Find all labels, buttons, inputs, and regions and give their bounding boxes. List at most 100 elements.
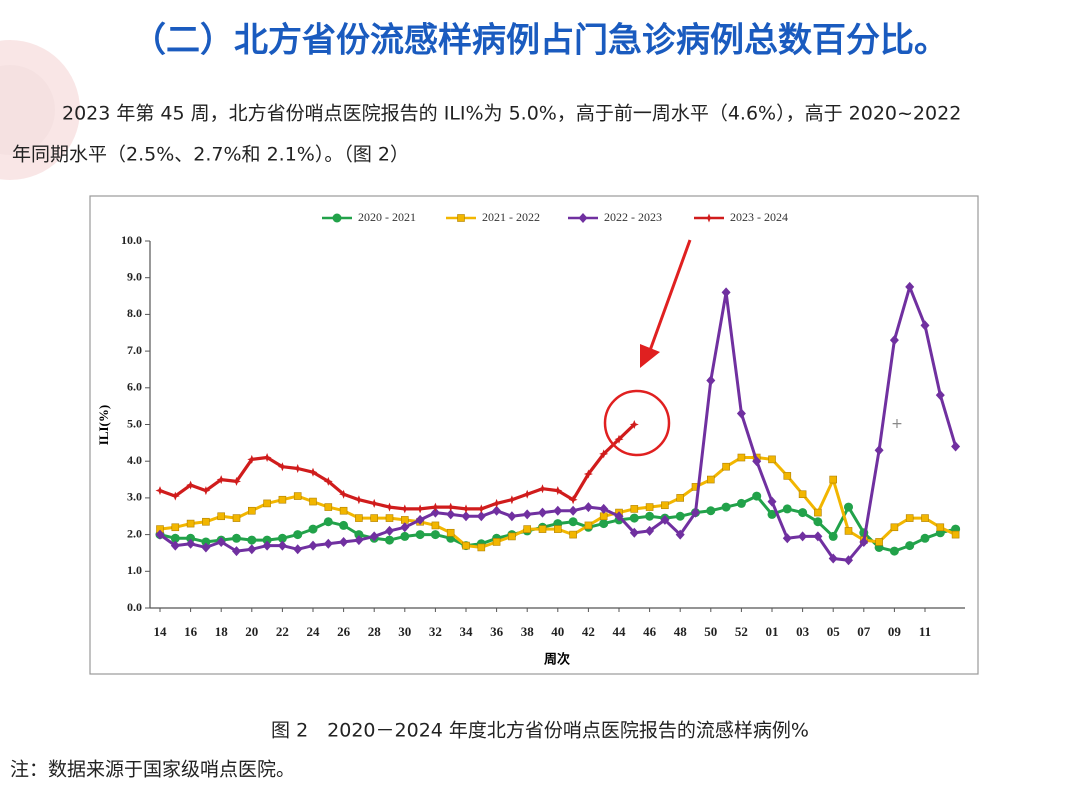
heading: （二）北方省份流感样病例占门急诊病例总数百分比。 [132, 21, 948, 61]
point [782, 504, 792, 514]
x-tick-label: 20 [245, 624, 258, 639]
legend-label: 2021 - 2022 [482, 210, 540, 224]
y-tick-label: 3.0 [127, 490, 142, 504]
point [263, 499, 271, 508]
point [217, 512, 225, 521]
legend-marker [578, 213, 588, 223]
point [859, 536, 869, 547]
point [874, 445, 884, 456]
point [216, 536, 226, 547]
point [507, 511, 517, 522]
point [461, 511, 471, 522]
x-tick-label: 36 [490, 624, 504, 639]
point [415, 530, 425, 540]
y-tick-label: 0.0 [127, 600, 142, 614]
svg-text:+: + [891, 416, 903, 432]
point [323, 538, 333, 549]
point [829, 475, 838, 484]
point [538, 484, 547, 494]
caption: 图 2 2020－2024 年度北方省份哨点医院报告的流感样病例% [271, 720, 809, 742]
point [752, 491, 762, 501]
point [293, 492, 302, 500]
point [431, 521, 440, 530]
point [278, 495, 287, 504]
point [905, 281, 915, 292]
x-tick-label: 38 [521, 624, 535, 639]
point [645, 525, 655, 536]
x-tick-label: 18 [215, 624, 229, 639]
point [568, 517, 578, 527]
x-tick-label: 07 [857, 624, 871, 639]
point [247, 544, 257, 555]
point [507, 495, 517, 505]
point [385, 535, 394, 545]
point [660, 514, 670, 525]
point [675, 529, 685, 540]
note: 注：数据来源于国家级哨点医院。 [10, 759, 295, 781]
point [921, 514, 929, 522]
point [170, 533, 180, 543]
point [538, 507, 547, 518]
x-tick-label: 42 [582, 624, 595, 639]
point [583, 469, 593, 479]
point [430, 530, 440, 540]
y-tick-label: 6.0 [127, 380, 142, 394]
point [538, 525, 547, 533]
point [522, 509, 532, 520]
point [293, 530, 303, 540]
y-tick-label: 2.0 [127, 526, 142, 540]
point [568, 495, 578, 505]
point [385, 502, 394, 512]
point [492, 498, 502, 508]
point [232, 476, 241, 486]
point [553, 505, 563, 516]
point [339, 520, 349, 530]
point [920, 320, 930, 331]
x-axis-label: 周次 [544, 652, 570, 668]
point [936, 523, 945, 532]
legend-label: 2023 - 2024 [730, 210, 788, 224]
point [293, 544, 303, 555]
point [323, 517, 333, 527]
x-tick-label: 24 [307, 624, 321, 639]
point [813, 517, 823, 527]
point [889, 335, 899, 346]
point [370, 514, 379, 522]
point [706, 375, 716, 386]
point [920, 533, 930, 543]
point [630, 505, 639, 513]
point [783, 472, 792, 480]
point [798, 490, 807, 499]
point [355, 514, 363, 522]
point [186, 533, 196, 543]
x-tick-label: 16 [184, 624, 198, 639]
point [308, 540, 318, 551]
point [262, 540, 272, 551]
legend-marker [704, 213, 714, 223]
point [629, 513, 639, 523]
point [400, 504, 410, 514]
point [477, 543, 486, 552]
point [814, 508, 822, 517]
point [323, 476, 333, 486]
point [476, 504, 486, 514]
y-tick-label: 5.0 [127, 416, 142, 430]
x-tick-label: 22 [276, 624, 289, 639]
point [645, 511, 655, 521]
point [721, 502, 731, 512]
point [599, 449, 609, 459]
x-tick-label: 44 [613, 624, 627, 639]
x-tick-label: 40 [551, 624, 564, 639]
point [155, 529, 165, 540]
point [247, 535, 257, 545]
point [568, 505, 578, 516]
point [675, 511, 685, 521]
point [232, 514, 241, 522]
x-tick-label: 05 [827, 624, 841, 639]
point [339, 536, 349, 547]
chart-frame [89, 195, 979, 675]
point [400, 531, 410, 541]
point [523, 525, 532, 533]
point [828, 531, 838, 541]
